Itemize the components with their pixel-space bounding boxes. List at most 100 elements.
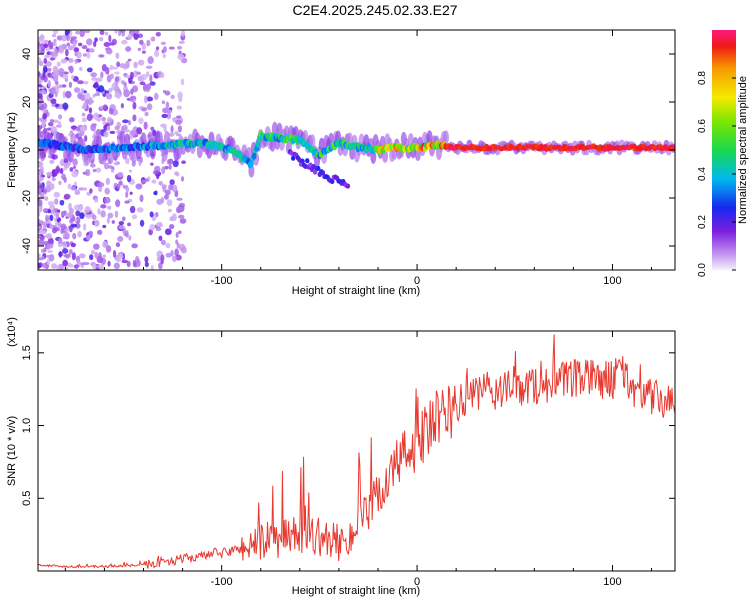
spectrogram-noise-cell: [46, 180, 52, 187]
spectrogram-noise-cell: [94, 197, 99, 203]
spectrogram-noise-cell: [106, 125, 111, 132]
spectrogram-noise-cell: [79, 30, 86, 38]
spectrogram-band-cell: [426, 130, 433, 145]
spectrogram-noise-cell: [143, 121, 148, 130]
spectrogram-noise-cell: [181, 176, 185, 182]
spectrogram-noise-cell: [43, 43, 49, 48]
spectrogram-noise-cell: [86, 67, 93, 73]
spectrogram-noise-cell: [132, 85, 139, 93]
spectrogram-noise-cell: [101, 116, 106, 122]
spectrogram-noise-cell: [47, 79, 51, 88]
spectrogram-noise-cell: [58, 114, 63, 120]
spectrogram-noise-cell: [40, 194, 45, 199]
spectrogram-ridge-cell: [248, 159, 254, 167]
spectrogram-noise-cell: [129, 71, 134, 80]
spectrogram-noise-cell: [47, 243, 54, 249]
spectrogram-noise-cell: [109, 130, 116, 135]
spectrogram-noise-cell: [43, 57, 48, 64]
spectrogram-noise-cell: [62, 236, 70, 240]
spectrogram-noise-cell: [145, 65, 153, 69]
spectrogram-noise-cell: [126, 174, 132, 183]
spectrogram-noise-cell: [94, 251, 99, 259]
spectrogram-noise-cell: [47, 121, 54, 127]
spectrogram-noise-cell: [132, 101, 137, 110]
spectrogram-noise-cell: [78, 187, 85, 191]
colorbar-tick-label: 0.0: [697, 263, 708, 277]
spectrogram-noise-cell: [75, 210, 81, 217]
spectrogram-noise-cell: [58, 84, 63, 89]
spectrogram-noise-cell: [118, 225, 125, 230]
spectrogram-noise-cell: [88, 230, 94, 237]
spectrogram-noise-cell: [155, 227, 162, 232]
spectrogram-noise-cell: [95, 167, 102, 173]
spectrogram-noise-cell: [38, 199, 43, 207]
snr-multiplier: (x10⁴): [6, 317, 18, 347]
spectrogram-noise-cell: [86, 38, 93, 46]
spectrogram-noise-cell: [57, 120, 62, 128]
spectrogram-branch-cell: [345, 183, 351, 189]
spectrogram-noise-cell: [168, 46, 175, 50]
spectrogram-noise-cell: [62, 90, 66, 99]
spectrogram-band-cell: [119, 131, 126, 146]
spectrogram-noise-cell: [38, 161, 44, 169]
spectrogram-noise-cell: [88, 107, 92, 114]
spectrogram-ytick-label: -40: [21, 238, 33, 254]
spectrogram-band-cell: [442, 130, 449, 145]
spectrogram-noise-cell: [103, 196, 111, 204]
spectrogram-noise-cell: [165, 252, 172, 258]
spectrogram-noise-cell: [107, 212, 114, 219]
spectrogram-noise-cell: [83, 187, 87, 191]
spectrogram-ridge-cell: [255, 140, 261, 148]
spectrogram-noise-cell: [46, 233, 52, 240]
spectrogram-noise-cell: [84, 135, 88, 142]
spectrogram-noise-cell: [170, 249, 174, 257]
spectrogram-noise-cell: [164, 189, 171, 196]
spectrogram-noise-cell: [139, 156, 143, 164]
spectrogram-noise-cell: [82, 53, 88, 57]
spectrogram-noise-cell: [49, 119, 55, 123]
spectrogram-noise-cell: [40, 89, 47, 95]
spectrogram-noise-cell: [49, 57, 55, 61]
spectrogram-noise-cell: [155, 31, 161, 37]
spectrogram-noise-cell: [174, 248, 179, 257]
colorbar: 0.0 0.2 0.4 0.6 0.8 Normalized spectral ampl…: [697, 30, 749, 277]
spectrogram-noise-cell: [131, 214, 138, 220]
spectrogram-noise-cell: [162, 46, 167, 53]
spectrogram-noise-cell: [43, 208, 49, 213]
spectrogram-noise-cell: [115, 199, 121, 208]
spectrogram-band-cell: [271, 121, 278, 136]
spectrogram-noise-cell: [131, 243, 138, 249]
spectrogram-noise-cell: [105, 31, 109, 36]
spectrogram-noise-cell: [38, 98, 43, 107]
spectrogram-noise-cell: [161, 184, 167, 190]
spectrogram-noise-cell: [171, 213, 177, 221]
spectrogram-noise-cell: [164, 90, 171, 96]
spectrogram-noise-cell: [163, 194, 169, 200]
spectrogram-noise-cell: [61, 173, 66, 181]
spectrogram-noise-cell: [65, 30, 71, 35]
spectrogram-noise-cell: [80, 94, 86, 102]
spectrogram-noise-cell: [154, 49, 160, 58]
spectrogram-noise-cell: [103, 131, 109, 138]
spectrogram-noise-cell: [73, 87, 81, 93]
spectrogram-noise-cell: [41, 221, 48, 226]
spectrogram-noise-cell: [125, 46, 132, 52]
spectrogram-noise-cell: [178, 40, 185, 44]
spectrogram-noise-cell: [158, 235, 163, 242]
spectrogram-noise-cell: [38, 170, 42, 178]
spectrogram-noise-cell: [138, 117, 144, 124]
spectrogram-noise-cell: [38, 93, 43, 99]
spectrogram-noise-cell: [50, 98, 57, 105]
spectrogram-noise-cell: [175, 133, 182, 137]
spectrogram-noise-cell: [147, 56, 154, 65]
spectrogram-noise-cell: [84, 206, 91, 214]
spectrogram-noise-cell: [103, 41, 111, 48]
spectrogram-noise-cell: [88, 48, 95, 53]
spectrogram-noise-cell: [69, 167, 74, 172]
spectrogram-noise-cell: [86, 113, 93, 122]
spectrogram-noise-cell: [106, 217, 110, 224]
spectrogram-noise-cell: [160, 254, 165, 262]
spectrogram-noise-cell: [156, 198, 163, 205]
spectrogram-noise-cell: [72, 158, 78, 166]
